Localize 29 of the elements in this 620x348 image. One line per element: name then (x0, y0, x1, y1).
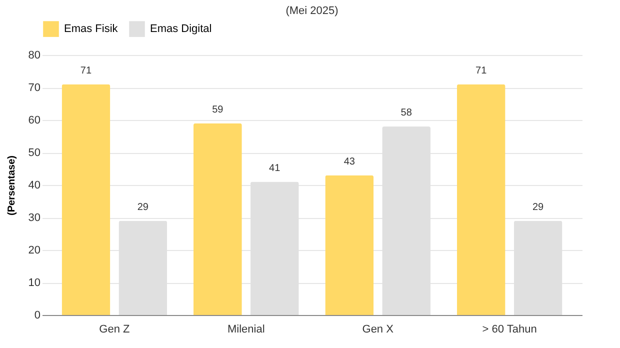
bar (62, 84, 110, 315)
data-label: 71 (476, 65, 488, 76)
chart-title: (Mei 2025) (286, 5, 338, 17)
data-label: 59 (212, 104, 224, 116)
legend-label: Emas Digital (150, 23, 212, 36)
bar (325, 175, 374, 315)
y-tick-label: 60 (28, 114, 40, 126)
y-tick-label: 80 (28, 50, 40, 62)
y-axis-title: (Persentase) (6, 155, 18, 216)
data-label: 29 (137, 202, 149, 213)
y-tick-label: 50 (28, 147, 40, 159)
x-tick-label: Gen Z (99, 324, 130, 336)
y-tick-label: 10 (28, 277, 40, 289)
y-tick-label: 40 (28, 180, 40, 192)
bar (456, 84, 506, 315)
y-tick-label: 30 (28, 212, 40, 224)
x-tick-label: Milenial (228, 324, 265, 336)
data-label: 29 (532, 202, 544, 213)
y-tick-label: 70 (28, 82, 40, 94)
data-label: 43 (344, 156, 356, 168)
bar (193, 123, 242, 315)
legend-label: Emas Fisik (64, 23, 118, 36)
data-label: 71 (80, 65, 92, 76)
data-label: 41 (269, 162, 281, 174)
y-tick-label: 20 (28, 244, 40, 256)
x-tick-label: > 60 Tahun (482, 324, 537, 336)
x-tick-label: Gen X (362, 324, 394, 336)
y-tick-label: 0 (34, 310, 40, 322)
data-label: 58 (400, 108, 412, 118)
